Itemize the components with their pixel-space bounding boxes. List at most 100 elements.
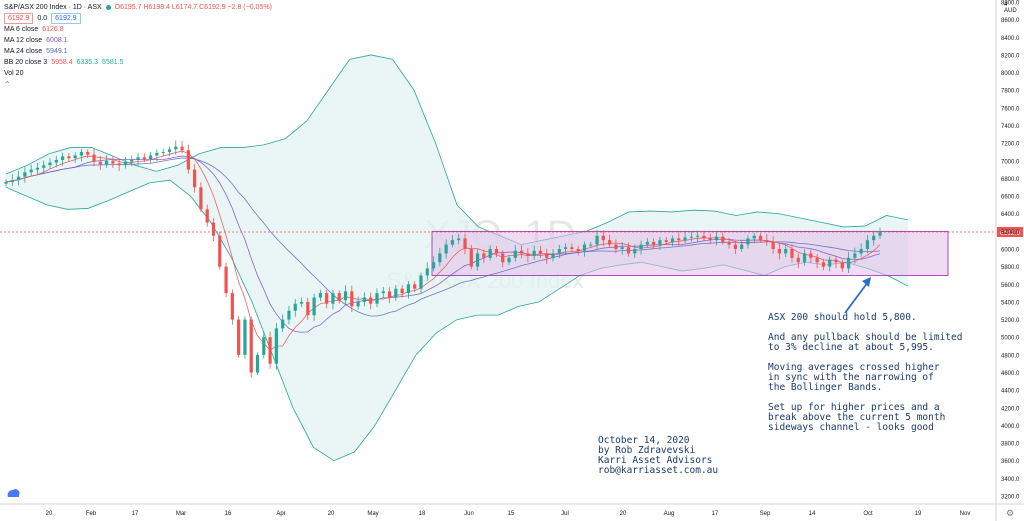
candle-body[interactable] <box>538 250 543 254</box>
candle-body[interactable] <box>23 172 27 177</box>
candle-body[interactable] <box>193 169 197 188</box>
candle-body[interactable] <box>457 238 461 241</box>
candle-body[interactable] <box>626 247 631 254</box>
candle-body[interactable] <box>387 291 392 298</box>
candle-body[interactable] <box>369 297 373 304</box>
candle-body[interactable] <box>576 249 580 251</box>
candle-body[interactable] <box>218 235 222 267</box>
candle-body[interactable] <box>54 159 58 163</box>
candle-body[interactable] <box>199 187 203 210</box>
candle-body[interactable] <box>614 244 618 249</box>
ma6-label[interactable]: MA 6 close <box>4 25 39 33</box>
candle-body[interactable] <box>494 249 499 254</box>
last-price-tag[interactable] <box>997 226 1023 237</box>
candle-body[interactable] <box>249 319 253 373</box>
candle-body[interactable] <box>865 240 870 249</box>
candle-body[interactable] <box>98 161 102 165</box>
candle-body[interactable] <box>595 235 599 245</box>
candle-body[interactable] <box>746 238 750 245</box>
candle-body[interactable] <box>174 146 178 150</box>
candle-body[interactable] <box>312 297 316 316</box>
candle-body[interactable] <box>488 249 492 258</box>
candle-body[interactable] <box>551 253 555 258</box>
candle-body[interactable] <box>180 146 184 151</box>
candle-body[interactable] <box>721 236 725 242</box>
buy-price[interactable]: 6192.9 <box>51 13 81 24</box>
candle-body[interactable] <box>469 249 473 267</box>
candle-body[interactable] <box>92 154 96 162</box>
candle-body[interactable] <box>463 238 467 249</box>
candle-body[interactable] <box>230 293 234 320</box>
ma24-line[interactable] <box>5 157 881 317</box>
candle-body[interactable] <box>400 288 404 294</box>
candle-body[interactable] <box>155 152 159 156</box>
candle-body[interactable] <box>714 236 719 241</box>
candle-body[interactable] <box>136 157 140 160</box>
candle-body[interactable] <box>161 151 165 153</box>
candle-body[interactable] <box>274 328 278 364</box>
candle-body[interactable] <box>325 293 329 304</box>
candle-body[interactable] <box>683 237 687 241</box>
candle-body[interactable] <box>67 156 71 159</box>
candle-body[interactable] <box>255 354 260 373</box>
candle-body[interactable] <box>281 319 285 329</box>
candle-body[interactable] <box>519 250 524 254</box>
candle-body[interactable] <box>777 249 781 254</box>
candle-body[interactable] <box>771 241 775 249</box>
bollinger-upper-band[interactable] <box>5 54 909 246</box>
candle-body[interactable] <box>652 241 656 245</box>
candle-body[interactable] <box>765 240 769 242</box>
candle-body[interactable] <box>608 240 612 245</box>
candle-body[interactable] <box>834 259 838 263</box>
candle-body[interactable] <box>809 253 813 258</box>
candle-body[interactable] <box>243 319 247 355</box>
candle-body[interactable] <box>10 180 14 182</box>
candle-body[interactable] <box>790 249 794 258</box>
tradingview-logo-icon[interactable] <box>6 488 20 498</box>
ma6-line[interactable] <box>5 150 881 351</box>
candle-body[interactable] <box>450 240 455 245</box>
candle-body[interactable] <box>42 165 46 168</box>
candle-body[interactable] <box>802 253 807 263</box>
candle-body[interactable] <box>105 160 109 165</box>
candle-body[interactable] <box>620 247 624 249</box>
candle-body[interactable] <box>35 167 40 170</box>
candle-body[interactable] <box>356 301 360 307</box>
candle-body[interactable] <box>425 268 429 276</box>
candle-body[interactable] <box>142 157 146 160</box>
candle-body[interactable] <box>689 236 693 238</box>
candle-body[interactable] <box>287 310 291 320</box>
candle-body[interactable] <box>501 253 505 263</box>
candle-body[interactable] <box>853 253 857 258</box>
candle-body[interactable] <box>419 275 423 289</box>
candle-body[interactable] <box>513 250 517 258</box>
candle-body[interactable] <box>570 247 574 249</box>
candle-body[interactable] <box>859 249 863 254</box>
candle-body[interactable] <box>702 235 706 239</box>
candle-body[interactable] <box>601 235 605 241</box>
candle-body[interactable] <box>4 181 8 184</box>
candle-body[interactable] <box>658 240 662 245</box>
candle-body[interactable] <box>130 159 134 162</box>
candle-body[interactable] <box>413 284 417 289</box>
candle-body[interactable] <box>482 253 486 258</box>
candle-body[interactable] <box>438 253 442 263</box>
candle-body[interactable] <box>708 238 712 241</box>
ma24-label[interactable]: MA 24 close <box>4 47 43 55</box>
candle-body[interactable] <box>306 301 310 316</box>
candle-body[interactable] <box>73 155 77 159</box>
candle-body[interactable] <box>507 257 511 263</box>
chevron-up-icon[interactable]: ⌃ <box>4 79 11 89</box>
candle-body[interactable] <box>111 160 115 164</box>
candle-body[interactable] <box>79 151 84 156</box>
candle-body[interactable] <box>406 284 411 294</box>
candle-body[interactable] <box>299 301 304 304</box>
candle-body[interactable] <box>394 288 398 298</box>
candle-body[interactable] <box>784 249 788 254</box>
candle-body[interactable] <box>237 319 241 355</box>
candle-body[interactable] <box>224 266 228 294</box>
candle-body[interactable] <box>475 253 480 267</box>
candle-body[interactable] <box>582 244 587 251</box>
candle-body[interactable] <box>343 291 348 301</box>
